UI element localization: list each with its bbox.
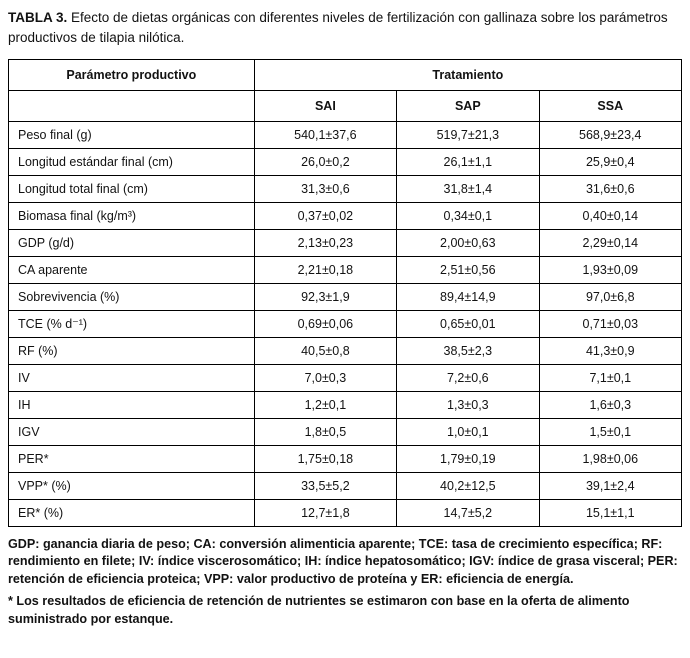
value-cell-sai: 2,21±0,18: [253, 255, 398, 284]
param-cell: IV: [8, 363, 255, 392]
value-cell-sai: 2,13±0,23: [253, 228, 398, 257]
value-cell-sap: 31,8±1,4: [396, 174, 540, 203]
value-cell-ssa: 25,9±0,4: [538, 147, 683, 176]
table-row: GDP (g/d) 2,13±0,23 2,00±0,63 2,29±0,14: [8, 228, 683, 257]
value-cell-sai: 0,69±0,06: [253, 309, 398, 338]
value-cell-ssa: 0,40±0,14: [538, 201, 683, 230]
value-cell-sap: 7,2±0,6: [396, 363, 540, 392]
table-row: TCE (% d⁻¹) 0,69±0,06 0,65±0,01 0,71±0,03: [8, 309, 683, 338]
table-row: Longitud estándar final (cm) 26,0±0,2 26,1…: [8, 147, 683, 176]
value-cell-sap: 26,1±1,1: [396, 147, 540, 176]
value-cell-sap: 1,79±0,19: [396, 444, 540, 473]
value-cell-ssa: 1,5±0,1: [538, 417, 683, 446]
table-row: Biomasa final (kg/m³) 0,37±0,02 0,34±0,1 0,…: [8, 201, 683, 230]
value-cell-sai: 12,7±1,8: [253, 498, 398, 527]
value-cell-ssa: 0,71±0,03: [538, 309, 683, 338]
value-cell-ssa: 1,93±0,09: [538, 255, 683, 284]
value-cell-sap: 0,65±0,01: [396, 309, 540, 338]
column-header-parametro: Parámetro productivo: [8, 58, 255, 91]
value-cell-sap: 89,4±14,9: [396, 282, 540, 311]
value-cell-ssa: 39,1±2,4: [538, 471, 683, 500]
param-cell: Biomasa final (kg/m³): [8, 201, 255, 230]
header-row-main: Parámetro productivo Tratamiento: [8, 58, 683, 91]
value-cell-ssa: 15,1±1,1: [538, 498, 683, 527]
value-cell-sap: 40,2±12,5: [396, 471, 540, 500]
value-cell-sap: 38,5±2,3: [396, 336, 540, 365]
results-table: Parámetro productivo Tratamiento SAI SAP…: [8, 58, 683, 527]
value-cell-ssa: 1,6±0,3: [538, 390, 683, 419]
param-cell: GDP (g/d): [8, 228, 255, 257]
column-header-ssa: SSA: [538, 89, 683, 122]
param-cell: Peso final (g): [8, 120, 255, 149]
table-row: CA aparente 2,21±0,18 2,51±0,56 1,93±0,09: [8, 255, 683, 284]
value-cell-sap: 0,34±0,1: [396, 201, 540, 230]
value-cell-sap: 14,7±5,2: [396, 498, 540, 527]
table-row: Peso final (g) 540,1±37,6 519,7±21,3 568,9±…: [8, 120, 683, 149]
value-cell-ssa: 1,98±0,06: [538, 444, 683, 473]
param-cell: Longitud estándar final (cm): [8, 147, 255, 176]
param-cell: ER* (%): [8, 498, 255, 527]
param-cell: RF (%): [8, 336, 255, 365]
table-row: PER* 1,75±0,18 1,79±0,19 1,98±0,06: [8, 444, 683, 473]
value-cell-sai: 7,0±0,3: [253, 363, 398, 392]
column-header-sai: SAI: [253, 89, 398, 122]
value-cell-sap: 1,3±0,3: [396, 390, 540, 419]
value-cell-sai: 1,75±0,18: [253, 444, 398, 473]
table-row: Sobrevivencia (%) 92,3±1,9 89,4±14,9 97,0±6…: [8, 282, 683, 311]
value-cell-ssa: 2,29±0,14: [538, 228, 683, 257]
param-cell: Sobrevivencia (%): [8, 282, 255, 311]
value-cell-sap: 2,51±0,56: [396, 255, 540, 284]
column-header-sap: SAP: [396, 89, 540, 122]
value-cell-ssa: 41,3±0,9: [538, 336, 683, 365]
table-body: Peso final (g) 540,1±37,6 519,7±21,3 568,9±…: [8, 120, 683, 527]
value-cell-ssa: 568,9±23,4: [538, 120, 683, 149]
value-cell-sai: 31,3±0,6: [253, 174, 398, 203]
table-row: VPP* (%) 33,5±5,2 40,2±12,5 39,1±2,4: [8, 471, 683, 500]
table-caption-label: TABLA 3.: [8, 10, 68, 25]
value-cell-sai: 0,37±0,02: [253, 201, 398, 230]
table-row: ER* (%) 12,7±1,8 14,7±5,2 15,1±1,1: [8, 498, 683, 527]
table-header: Parámetro productivo Tratamiento SAI SAP…: [8, 58, 683, 122]
table-row: IH 1,2±0,1 1,3±0,3 1,6±0,3: [8, 390, 683, 419]
param-cell: PER*: [8, 444, 255, 473]
table-row: RF (%) 40,5±0,8 38,5±2,3 41,3±0,9: [8, 336, 683, 365]
table-row: IGV 1,8±0,5 1,0±0,1 1,5±0,1: [8, 417, 683, 446]
value-cell-sai: 40,5±0,8: [253, 336, 398, 365]
value-cell-sai: 26,0±0,2: [253, 147, 398, 176]
param-cell: VPP* (%): [8, 471, 255, 500]
value-cell-sap: 2,00±0,63: [396, 228, 540, 257]
footnote-asterisk: * Los resultados de eficiencia de retenc…: [8, 594, 630, 626]
footnote-abbreviations: GDP: ganancia diaria de peso; CA: conver…: [8, 536, 678, 587]
table-row: Longitud total final (cm) 31,3±0,6 31,8±1,…: [8, 174, 683, 203]
value-cell-sai: 92,3±1,9: [253, 282, 398, 311]
value-cell-ssa: 7,1±0,1: [538, 363, 683, 392]
value-cell-sai: 1,2±0,1: [253, 390, 398, 419]
column-header-tratamiento: Tratamiento: [253, 58, 683, 91]
value-cell-sap: 519,7±21,3: [396, 120, 540, 149]
param-cell: TCE (% d⁻¹): [8, 309, 255, 338]
value-cell-sap: 1,0±0,1: [396, 417, 540, 446]
param-cell: IGV: [8, 417, 255, 446]
param-cell: IH: [8, 390, 255, 419]
header-row-treatments: SAI SAP SSA: [8, 89, 683, 122]
table-row: IV 7,0±0,3 7,2±0,6 7,1±0,1: [8, 363, 683, 392]
param-cell: Longitud total final (cm): [8, 174, 255, 203]
param-cell: CA aparente: [8, 255, 255, 284]
value-cell-sai: 33,5±5,2: [253, 471, 398, 500]
empty-header-cell: [8, 89, 255, 122]
table-caption-text: Efecto de dietas orgánicas con diferente…: [8, 10, 668, 46]
table-caption: TABLA 3. Efecto de dietas orgánicas con …: [8, 8, 680, 49]
value-cell-sai: 540,1±37,6: [253, 120, 398, 149]
page: TABLA 3. Efecto de dietas orgánicas con …: [8, 8, 683, 629]
value-cell-ssa: 31,6±0,6: [538, 174, 683, 203]
value-cell-ssa: 97,0±6,8: [538, 282, 683, 311]
value-cell-sai: 1,8±0,5: [253, 417, 398, 446]
